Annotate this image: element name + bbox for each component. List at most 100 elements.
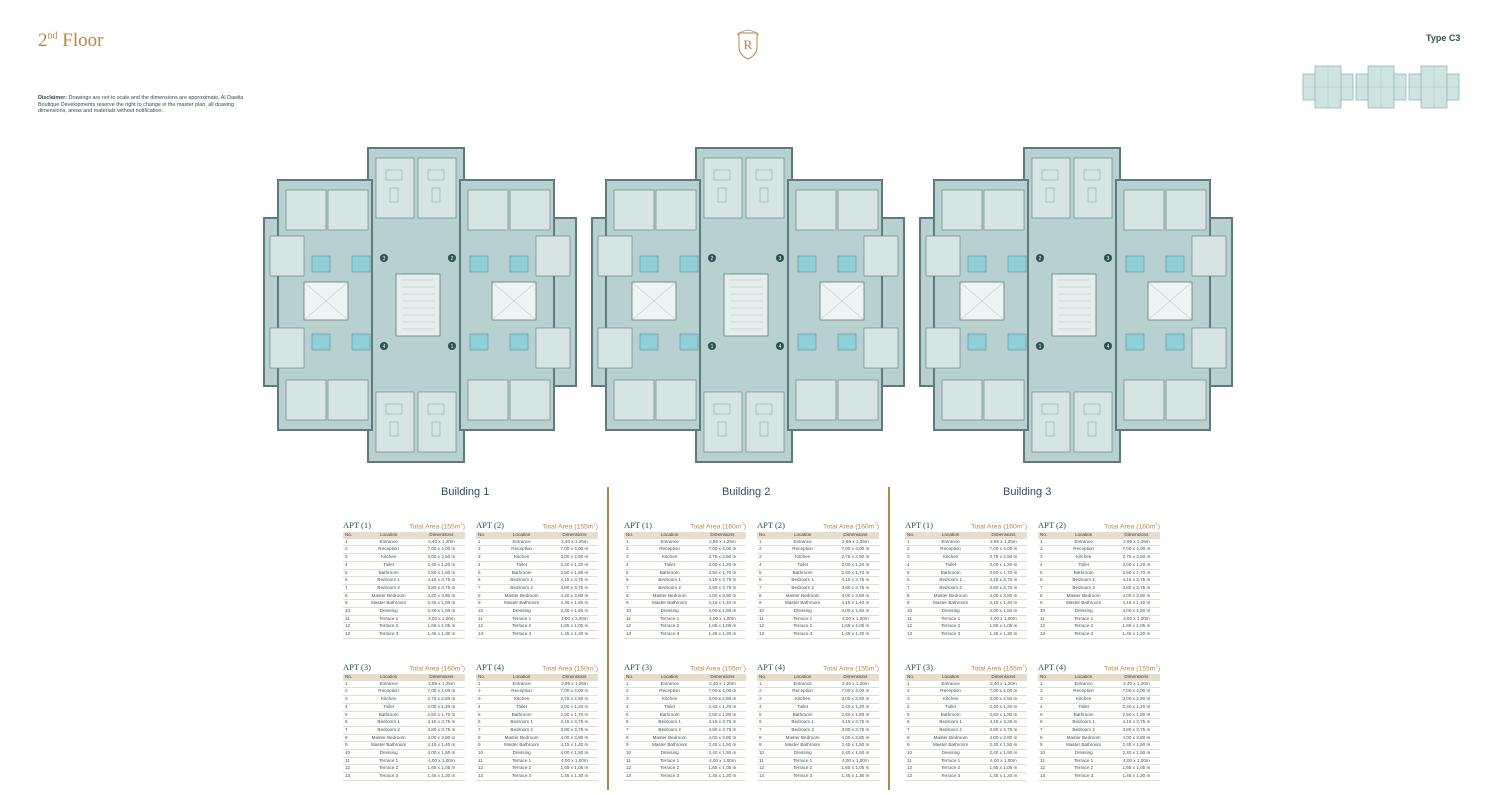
room-dimensions: 1,65 x 1,05 m <box>979 622 1027 632</box>
disclaimer-heading: Disclaimer: <box>38 95 68 101</box>
room-dimensions: 1,45 x 1,20 m <box>979 772 1027 781</box>
room-dimensions: 2,50 x 1,70 m <box>550 711 598 720</box>
room-location: Bedroom 1 <box>359 718 418 727</box>
total-area: Total Area (155m2) <box>542 520 598 530</box>
room-location: Bedroom 1 <box>492 576 551 585</box>
room-location: Terrace 2 <box>1054 622 1113 632</box>
room-location: Dressing <box>492 607 551 616</box>
row-number: 9 <box>1038 741 1055 751</box>
row-number: 6 <box>757 718 774 727</box>
room <box>1123 189 1165 231</box>
room-dimensions: 2,40 x 1,20 m <box>831 703 879 712</box>
apartment-table: APT (3) Total Area (155m2) No. Location Dime… <box>624 662 746 781</box>
room-dimensions: 1,65 x 1,05 m <box>417 622 465 632</box>
room-location: Master Bathroom <box>773 599 832 609</box>
room-location: Terrace 3 <box>359 630 418 639</box>
room-location: Bathroom <box>359 569 418 578</box>
unit-marker-icon <box>708 254 716 262</box>
room-location: Terrace 2 <box>640 622 699 632</box>
room <box>613 379 655 421</box>
row-number: 10 <box>624 749 641 758</box>
unit-marker-number: 2 <box>451 256 454 262</box>
room <box>1031 391 1071 453</box>
table-row: 3 Kitchen 2,75 x 2,50 m <box>905 553 1027 562</box>
row-number: 12 <box>476 764 493 774</box>
furniture-icon <box>1083 403 1101 415</box>
row-number: 13 <box>1038 772 1055 781</box>
room-location: Master Bedroom <box>359 734 418 743</box>
divider <box>888 487 890 790</box>
stair-core <box>395 273 441 337</box>
total-area: Total Area (160m2) <box>542 662 598 672</box>
room-location: Master Bedroom <box>492 734 551 743</box>
table-row: 10 Dressing 4,00 x 1,50 m <box>905 607 1027 616</box>
row-number: 13 <box>624 630 641 639</box>
room-location: Bedroom 2 <box>773 584 832 593</box>
room-dimensions: 2,95 x 1,25m <box>698 538 746 547</box>
bathroom <box>679 255 699 273</box>
row-number: 12 <box>624 622 641 632</box>
table-row: 10 Dressing 2,40 x 1,50 m <box>905 749 1027 758</box>
room-dimensions: 2,95 x 1,25m <box>1112 538 1160 547</box>
row-number: 8 <box>1038 734 1055 743</box>
room-location: Reception <box>359 545 418 555</box>
room-dimensions: 1,45 x 1,20 m <box>1112 630 1160 639</box>
row-number: 1 <box>476 538 493 547</box>
table-row: 1 Entrance 2,95 x 1,25m <box>1038 538 1160 547</box>
column-header-location: Location <box>492 532 551 539</box>
room-location: Bedroom 2 <box>1054 584 1113 593</box>
column-header-no: No. <box>624 532 641 539</box>
building-plan: 3 2 4 1 <box>263 147 577 463</box>
row-number: 6 <box>624 576 641 585</box>
unit-marker-icon <box>448 342 456 350</box>
table-row: 6 Bedroom 1 4,15 x 3,75 m <box>1038 576 1160 585</box>
room-dimensions: 4,00 x 1,50 m <box>550 749 598 758</box>
room-location: Master Bathroom <box>1054 741 1113 751</box>
room <box>837 379 879 421</box>
table-row: 10 Dressing 2,40 x 1,50 m <box>624 749 746 758</box>
room-dimensions: 7,00 x 4,00 m <box>550 545 598 555</box>
room-dimensions: 4,00 x 1,50 m <box>831 607 879 616</box>
row-number: 4 <box>905 703 922 712</box>
column-header-no: No. <box>905 674 922 681</box>
table-row: 13 Terrace 3 1,45 x 1,20 m <box>624 772 746 781</box>
room-location: Bedroom 2 <box>492 726 551 735</box>
room-dimensions: 3,80 x 3,75 m <box>550 584 598 593</box>
room-location: Master Bathroom <box>640 599 699 609</box>
room-dimensions: 4,00 x 1,00m <box>417 757 465 766</box>
row-number: 12 <box>343 764 360 774</box>
building-2-title: Building 2 <box>722 486 771 498</box>
table-row: 11 Terrace 1 4,00 x 1,00m <box>343 615 465 624</box>
room-location: Terrace 3 <box>1054 772 1113 781</box>
table-row: 9 Master Bathroom 4,15 x 1,40 m <box>624 599 746 609</box>
row-number: 6 <box>624 718 641 727</box>
room-dimensions: 2,75 x 2,50 m <box>698 553 746 562</box>
disclaimer-text: Drawings are not to scale and the dimens… <box>38 95 244 115</box>
row-number: 3 <box>905 553 922 562</box>
dimensions-table: No. Location Dimensions 1 Entrance 2,95 x 1,2… <box>624 532 746 639</box>
room-dimensions: 4,20 x 3,80 m <box>417 592 465 601</box>
table-row: 1 Entrance 2,40 x 1,20m <box>624 680 746 689</box>
row-number: 5 <box>624 711 641 720</box>
table-row: 9 Master Bathroom 4,15 x 1,40 m <box>1038 599 1160 609</box>
room-location: Terrace 2 <box>640 764 699 774</box>
room-dimensions: 3,80 x 3,75 m <box>1112 584 1160 593</box>
table-row: 4 Toilet 2,40 x 1,20 m <box>1038 703 1160 712</box>
room-location: Dressing <box>359 749 418 758</box>
table-row: 12 Terrace 2 1,65 x 1,05 m <box>476 764 598 774</box>
room-location: Terrace 2 <box>921 622 980 632</box>
dimensions-table: No. Location Dimensions 1 Entrance 2,95 x 1,2… <box>343 674 465 781</box>
dimensions-table: No. Location Dimensions 1 Entrance 2,40 x 1,2… <box>476 532 598 639</box>
room-dimensions: 7,00 x 4,00 m <box>831 545 879 555</box>
room-dimensions: 2,50 x 1,70 m <box>831 569 879 578</box>
room-dimensions: 4,15 x 3,75 m <box>417 576 465 585</box>
unit-marker-icon <box>708 342 716 350</box>
table-row: 1 Entrance 2,40 x 1,20m <box>1038 680 1160 689</box>
room-location: Master Bathroom <box>921 741 980 751</box>
room-location: Terrace 2 <box>773 622 832 632</box>
room-location: Terrace 2 <box>1054 764 1113 774</box>
table-row: 9 Master Bathroom 2,45 x 1,50 m <box>624 741 746 751</box>
table-row: 10 Dressing 2,40 x 1,50 m <box>1038 749 1160 758</box>
room-location: Terrace 3 <box>773 630 832 639</box>
room-location: Bedroom 2 <box>921 584 980 593</box>
